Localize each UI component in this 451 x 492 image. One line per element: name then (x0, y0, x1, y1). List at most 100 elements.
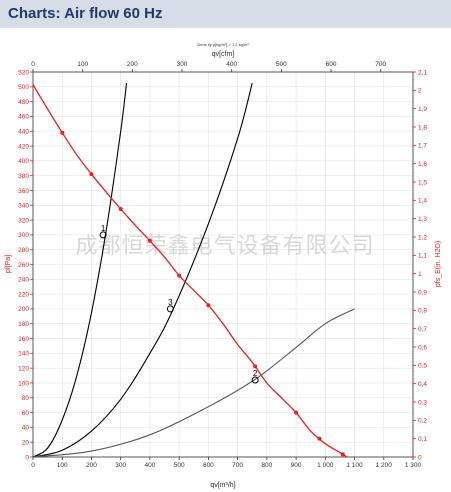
y-left-tick-label: 360 (18, 188, 29, 195)
y-right-tick-label: 2 (418, 88, 422, 95)
y-left-tick-label: 220 (18, 291, 29, 298)
x-bottom-tick-label: 500 (174, 462, 185, 469)
y-right-tick-label: 1,4 (418, 198, 427, 205)
y-left-axis-label: pf[Pa] (5, 255, 12, 273)
y-left-tick-label: 180 (18, 321, 29, 328)
y-left-tick-label: 320 (18, 217, 29, 224)
fan-curve-marker (147, 238, 152, 243)
x-bottom-tick-label: 200 (86, 462, 97, 469)
x-bottom-tick-label: 900 (291, 462, 302, 469)
y-right-axis-label: pfs_E(in. H2O) (435, 241, 442, 287)
x-top-tick-label: 0 (31, 61, 35, 68)
x-bottom-axis-label: qv[m³/h] (210, 482, 235, 489)
y-right-tick-label: 1,9 (418, 106, 427, 113)
y-left-tick-label: 160 (18, 336, 29, 343)
system-curve-line-1 (32, 83, 128, 458)
fan-curve-marker (340, 452, 345, 457)
y-left-tick-label: 140 (18, 351, 29, 358)
y-left-tick-label: 260 (18, 262, 29, 269)
x-top-tick-label: 100 (77, 61, 88, 68)
y-left-tick-label: 80 (22, 395, 30, 402)
series-layer (32, 82, 355, 458)
y-right-tick-label: 0,7 (418, 326, 427, 333)
y-left-tick-label: 300 (18, 232, 29, 239)
y-right-tick-label: 2,1 (418, 69, 427, 76)
system-curve-line-2 (32, 308, 355, 458)
x-top-tick-label: 500 (276, 61, 287, 68)
y-left-tick-label: 240 (18, 277, 29, 284)
y-left-tick-label: 40 (22, 425, 30, 432)
x-bottom-tick-label: 1 200 (376, 462, 393, 469)
fan-curve-marker (253, 364, 258, 369)
y-right-tick-label: 0,6 (418, 344, 427, 351)
y-right-tick-label: 0,8 (418, 308, 427, 315)
fan-curve-marker (118, 206, 123, 211)
x-bottom-tick-label: 0 (31, 462, 35, 469)
x-bottom-tick-label: 1 300 (405, 462, 422, 469)
y-right-tick-label: 1,7 (418, 143, 427, 150)
x-bottom-tick-label: 300 (115, 462, 126, 469)
fan-curve-marker (177, 273, 182, 278)
y-right-tick-label: 1,6 (418, 161, 427, 168)
y-left-tick-label: 120 (18, 365, 29, 372)
fan-curve-marker (294, 410, 299, 415)
y-right-tick-label: 0,9 (418, 289, 427, 296)
chart-subtitle: Dens ity ρ[kg/m³] = 1.2 kg/m³ (197, 42, 249, 47)
page-title: Charts: Air flow 60 Hz (8, 5, 163, 22)
operating-point-marker (99, 231, 107, 239)
x-bottom-tick-label: 100 (57, 462, 68, 469)
y-right-tick-label: 0,3 (418, 399, 427, 406)
y-left-tick-label: 200 (18, 306, 29, 313)
x-top-tick-label: 600 (326, 61, 337, 68)
x-top-tick-label: 300 (177, 61, 188, 68)
x-top-tick-label: 700 (375, 61, 386, 68)
y-left-tick-label: 460 (18, 114, 29, 121)
y-left-tick-label: 0 (25, 454, 29, 461)
x-bottom-axis: 0 100 200 300 400 500 600 700 800 900 1 000 1 100 1 … (31, 457, 422, 469)
operating-point-label: 2 (253, 369, 258, 378)
y-right-tick-label: 1,8 (418, 124, 427, 131)
y-right-tick-label: 0,2 (418, 418, 427, 425)
x-top-axis-label: qv[cfm] (212, 51, 235, 58)
x-bottom-tick-label: 800 (261, 462, 272, 469)
y-left-tick-label: 380 (18, 173, 29, 180)
y-left-tick-label: 500 (18, 84, 29, 91)
y-right-tick-label: 0,4 (418, 381, 427, 388)
y-right-tick-label: 1,3 (418, 216, 427, 223)
operating-points: 1 3 2 (99, 224, 259, 384)
x-top-axis: 0 100 200 300 400 500 600 700 (31, 61, 387, 72)
x-bottom-tick-label: 700 (232, 462, 243, 469)
x-top-tick-label: 400 (226, 61, 237, 68)
y-left-tick-label: 280 (18, 247, 29, 254)
y-left-tick-label: 340 (18, 203, 29, 210)
air-flow-chart: Dens ity ρ[kg/m³] = 1.2 kg/m³ qv[cfm] qv… (5, 42, 442, 489)
x-bottom-tick-label: 600 (203, 462, 214, 469)
y-right-tick-label: 1 (418, 271, 422, 278)
fan-curve-line (32, 84, 348, 458)
y-right-tick-label: 0,1 (418, 436, 427, 443)
system-curve-line-3 (32, 82, 253, 458)
x-bottom-tick-label: 1 000 (317, 462, 334, 469)
y-left-axis: 0 20 40 60 80 100 120 140 160 180 200 220 240 260 280 3… (18, 69, 33, 461)
x-bottom-tick-label: 1 100 (346, 462, 363, 469)
fan-curve-marker (60, 130, 65, 135)
x-bottom-tick-label: 400 (144, 462, 155, 469)
operating-point-label: 1 (101, 224, 106, 233)
y-left-tick-label: 60 (22, 410, 30, 417)
y-left-tick-label: 520 (18, 69, 29, 76)
fan-curve-marker (206, 303, 211, 308)
y-right-tick-label: 1,1 (418, 253, 427, 260)
y-left-tick-label: 420 (18, 143, 29, 150)
y-left-tick-label: 480 (18, 99, 29, 106)
y-right-tick-label: 1,2 (418, 234, 427, 241)
fan-curve-marker (317, 436, 322, 441)
y-left-tick-label: 100 (18, 380, 29, 387)
y-right-axis: 0 0,1 0,2 0,3 0,4 0,5 0,6 0,7 0,8 0,9 1 1,1 1,2 1,3 1,… (413, 69, 427, 461)
y-right-tick-label: 0 (418, 454, 422, 461)
y-left-tick-label: 440 (18, 129, 29, 136)
fan-curve-marker (89, 172, 94, 177)
operating-point-marker (166, 305, 174, 313)
y-right-tick-label: 1,5 (418, 179, 427, 186)
y-right-tick-label: 0,5 (418, 363, 427, 370)
y-left-tick-label: 20 (22, 439, 30, 446)
